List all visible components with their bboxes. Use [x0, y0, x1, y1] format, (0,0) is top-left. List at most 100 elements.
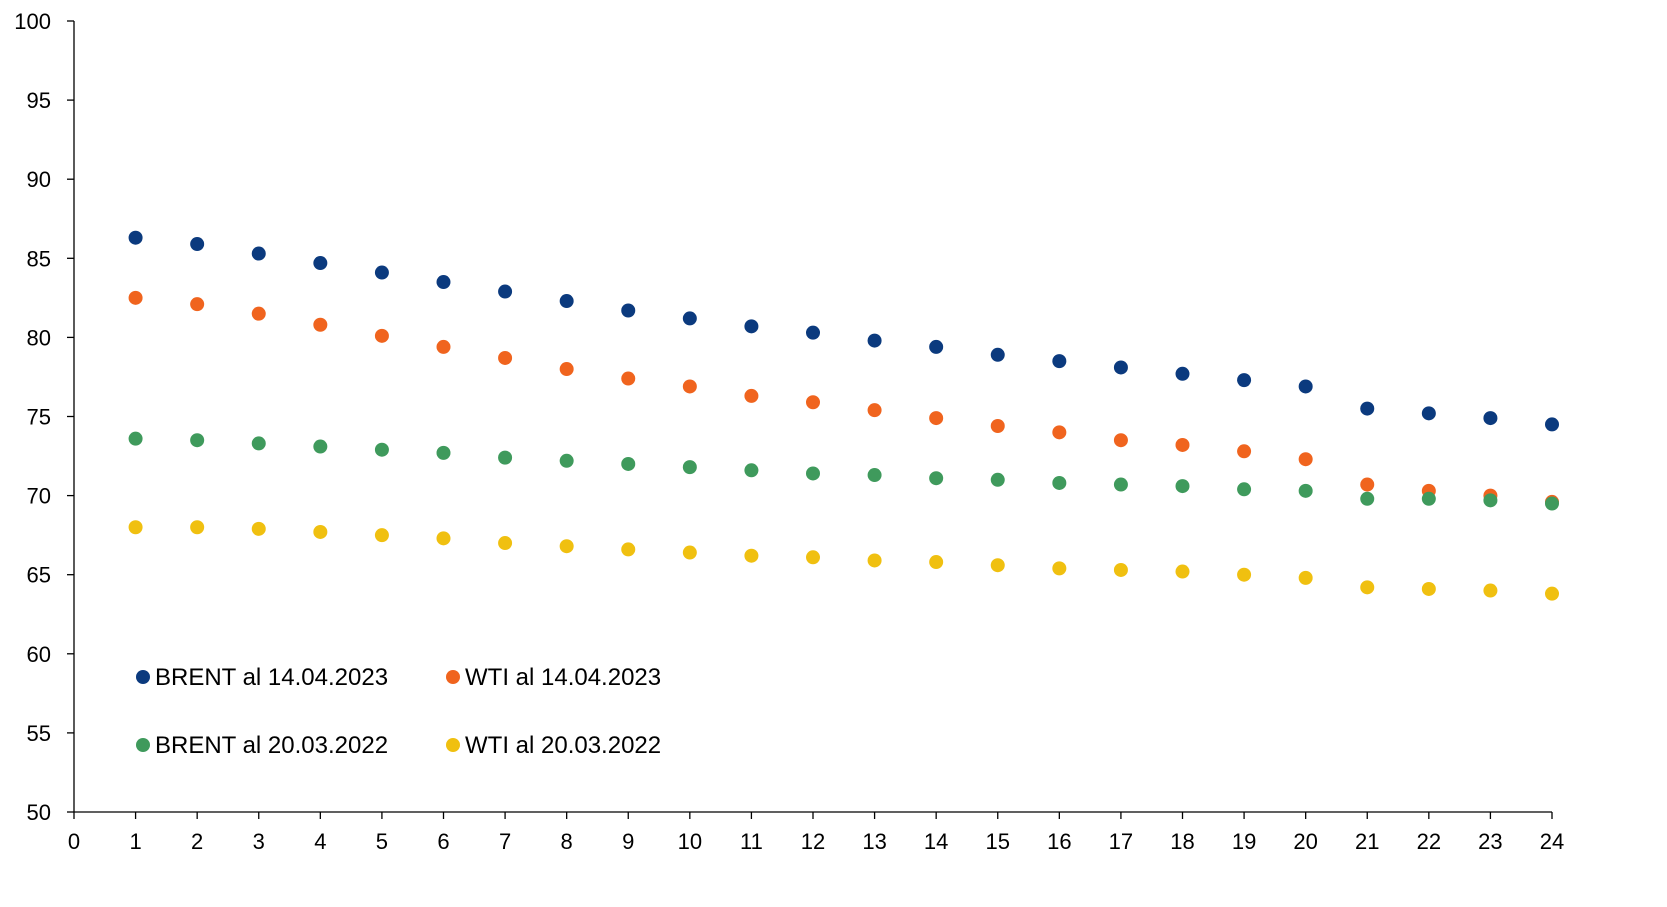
data-point — [1360, 491, 1375, 506]
data-point — [1483, 411, 1498, 426]
data-point — [1483, 493, 1498, 508]
legend-label: WTI al 14.04.2023 — [465, 664, 661, 691]
data-point — [436, 339, 451, 354]
data-point — [128, 230, 143, 245]
data-point — [559, 362, 574, 377]
data-point — [990, 472, 1005, 487]
x-tick-label: 19 — [1232, 829, 1256, 854]
data-point — [621, 456, 636, 471]
y-axis-ticks: 50 55 60 65 70 75 80 85 90 95 100 — [14, 9, 74, 825]
data-point — [1175, 437, 1190, 452]
x-tick-label: 22 — [1417, 829, 1441, 854]
data-point — [498, 350, 513, 365]
data-point — [621, 371, 636, 386]
y-tick-label: 65 — [27, 563, 51, 588]
legend-item: WTI al 20.03.2022 — [446, 732, 661, 759]
data-point — [251, 306, 266, 321]
data-point — [1298, 483, 1313, 498]
y-tick-label: 70 — [27, 484, 51, 509]
legend: BRENT al 14.04.2023 WTI al 14.04.2023 BREN… — [136, 664, 661, 759]
data-point — [1483, 583, 1498, 598]
legend-label: BRENT al 14.04.2023 — [155, 664, 388, 691]
y-tick-label: 90 — [27, 167, 51, 192]
data-point — [374, 328, 389, 343]
y-tick-label: 55 — [27, 721, 51, 746]
data-point — [1360, 401, 1375, 416]
x-tick-label: 15 — [986, 829, 1010, 854]
data-point — [190, 520, 205, 535]
data-point — [744, 388, 759, 403]
data-point — [374, 265, 389, 280]
data-point — [498, 536, 513, 551]
x-tick-label: 2 — [191, 829, 203, 854]
data-points — [128, 230, 1559, 601]
data-point — [682, 379, 697, 394]
x-tick-label: 11 — [740, 829, 763, 854]
data-point — [1175, 479, 1190, 494]
data-point — [559, 453, 574, 468]
data-point — [621, 303, 636, 318]
data-point — [1052, 354, 1067, 369]
series-1 — [128, 290, 1559, 509]
data-point — [1360, 580, 1375, 595]
data-point — [929, 555, 944, 570]
y-tick-label: 75 — [27, 405, 51, 430]
data-point — [1237, 482, 1252, 497]
data-point — [498, 450, 513, 465]
data-point — [867, 468, 882, 483]
y-tick-label: 60 — [27, 642, 51, 667]
data-point — [436, 275, 451, 290]
data-point — [1545, 586, 1559, 601]
y-tick-label: 95 — [27, 88, 51, 113]
legend-label: BRENT al 20.03.2022 — [155, 732, 388, 759]
legend-label: WTI al 20.03.2022 — [465, 732, 661, 759]
data-point — [1052, 475, 1067, 490]
data-point — [251, 521, 266, 536]
x-tick-label: 23 — [1478, 829, 1502, 854]
data-point — [1298, 452, 1313, 467]
data-point — [1175, 366, 1190, 381]
data-point — [498, 284, 513, 299]
data-point — [806, 325, 820, 340]
data-point — [313, 256, 328, 271]
data-point — [1545, 417, 1559, 432]
x-tick-label: 21 — [1355, 829, 1379, 854]
data-point — [682, 311, 697, 326]
x-tick-label: 4 — [314, 829, 326, 854]
legend-marker — [136, 738, 150, 752]
data-point — [1113, 477, 1128, 492]
series-2 — [128, 431, 1559, 511]
x-tick-label: 6 — [437, 829, 449, 854]
x-tick-label: 9 — [622, 829, 634, 854]
data-point — [744, 463, 759, 478]
y-tick-label: 85 — [27, 246, 51, 271]
data-point — [190, 297, 205, 312]
x-tick-label: 18 — [1170, 829, 1194, 854]
data-point — [128, 431, 143, 446]
axes — [73, 21, 1552, 813]
x-tick-label: 7 — [499, 829, 511, 854]
data-point — [1113, 360, 1128, 375]
data-point — [1360, 477, 1375, 492]
data-point — [313, 439, 328, 454]
data-point — [1421, 581, 1436, 596]
data-point — [806, 395, 820, 410]
data-point — [1545, 496, 1559, 511]
data-point — [559, 539, 574, 554]
data-point — [374, 528, 389, 543]
data-point — [190, 433, 205, 448]
data-point — [436, 531, 451, 546]
x-tick-label: 0 — [68, 829, 80, 854]
legend-marker — [446, 738, 460, 752]
data-point — [990, 418, 1005, 433]
data-point — [1113, 433, 1128, 448]
data-point — [929, 411, 944, 426]
legend-item: BRENT al 14.04.2023 — [136, 664, 388, 691]
data-point — [1421, 491, 1436, 506]
x-tick-label: 14 — [924, 829, 948, 854]
data-point — [1421, 406, 1436, 421]
x-tick-label: 13 — [862, 829, 886, 854]
x-axis-ticks: 0 1 2 3 4 5 6 7 8 9 10 11 12 13 14 15 16 17 18 19 20 21 22 23 24 — [68, 812, 1564, 854]
series-3 — [128, 520, 1559, 601]
y-tick-label: 50 — [27, 800, 51, 825]
